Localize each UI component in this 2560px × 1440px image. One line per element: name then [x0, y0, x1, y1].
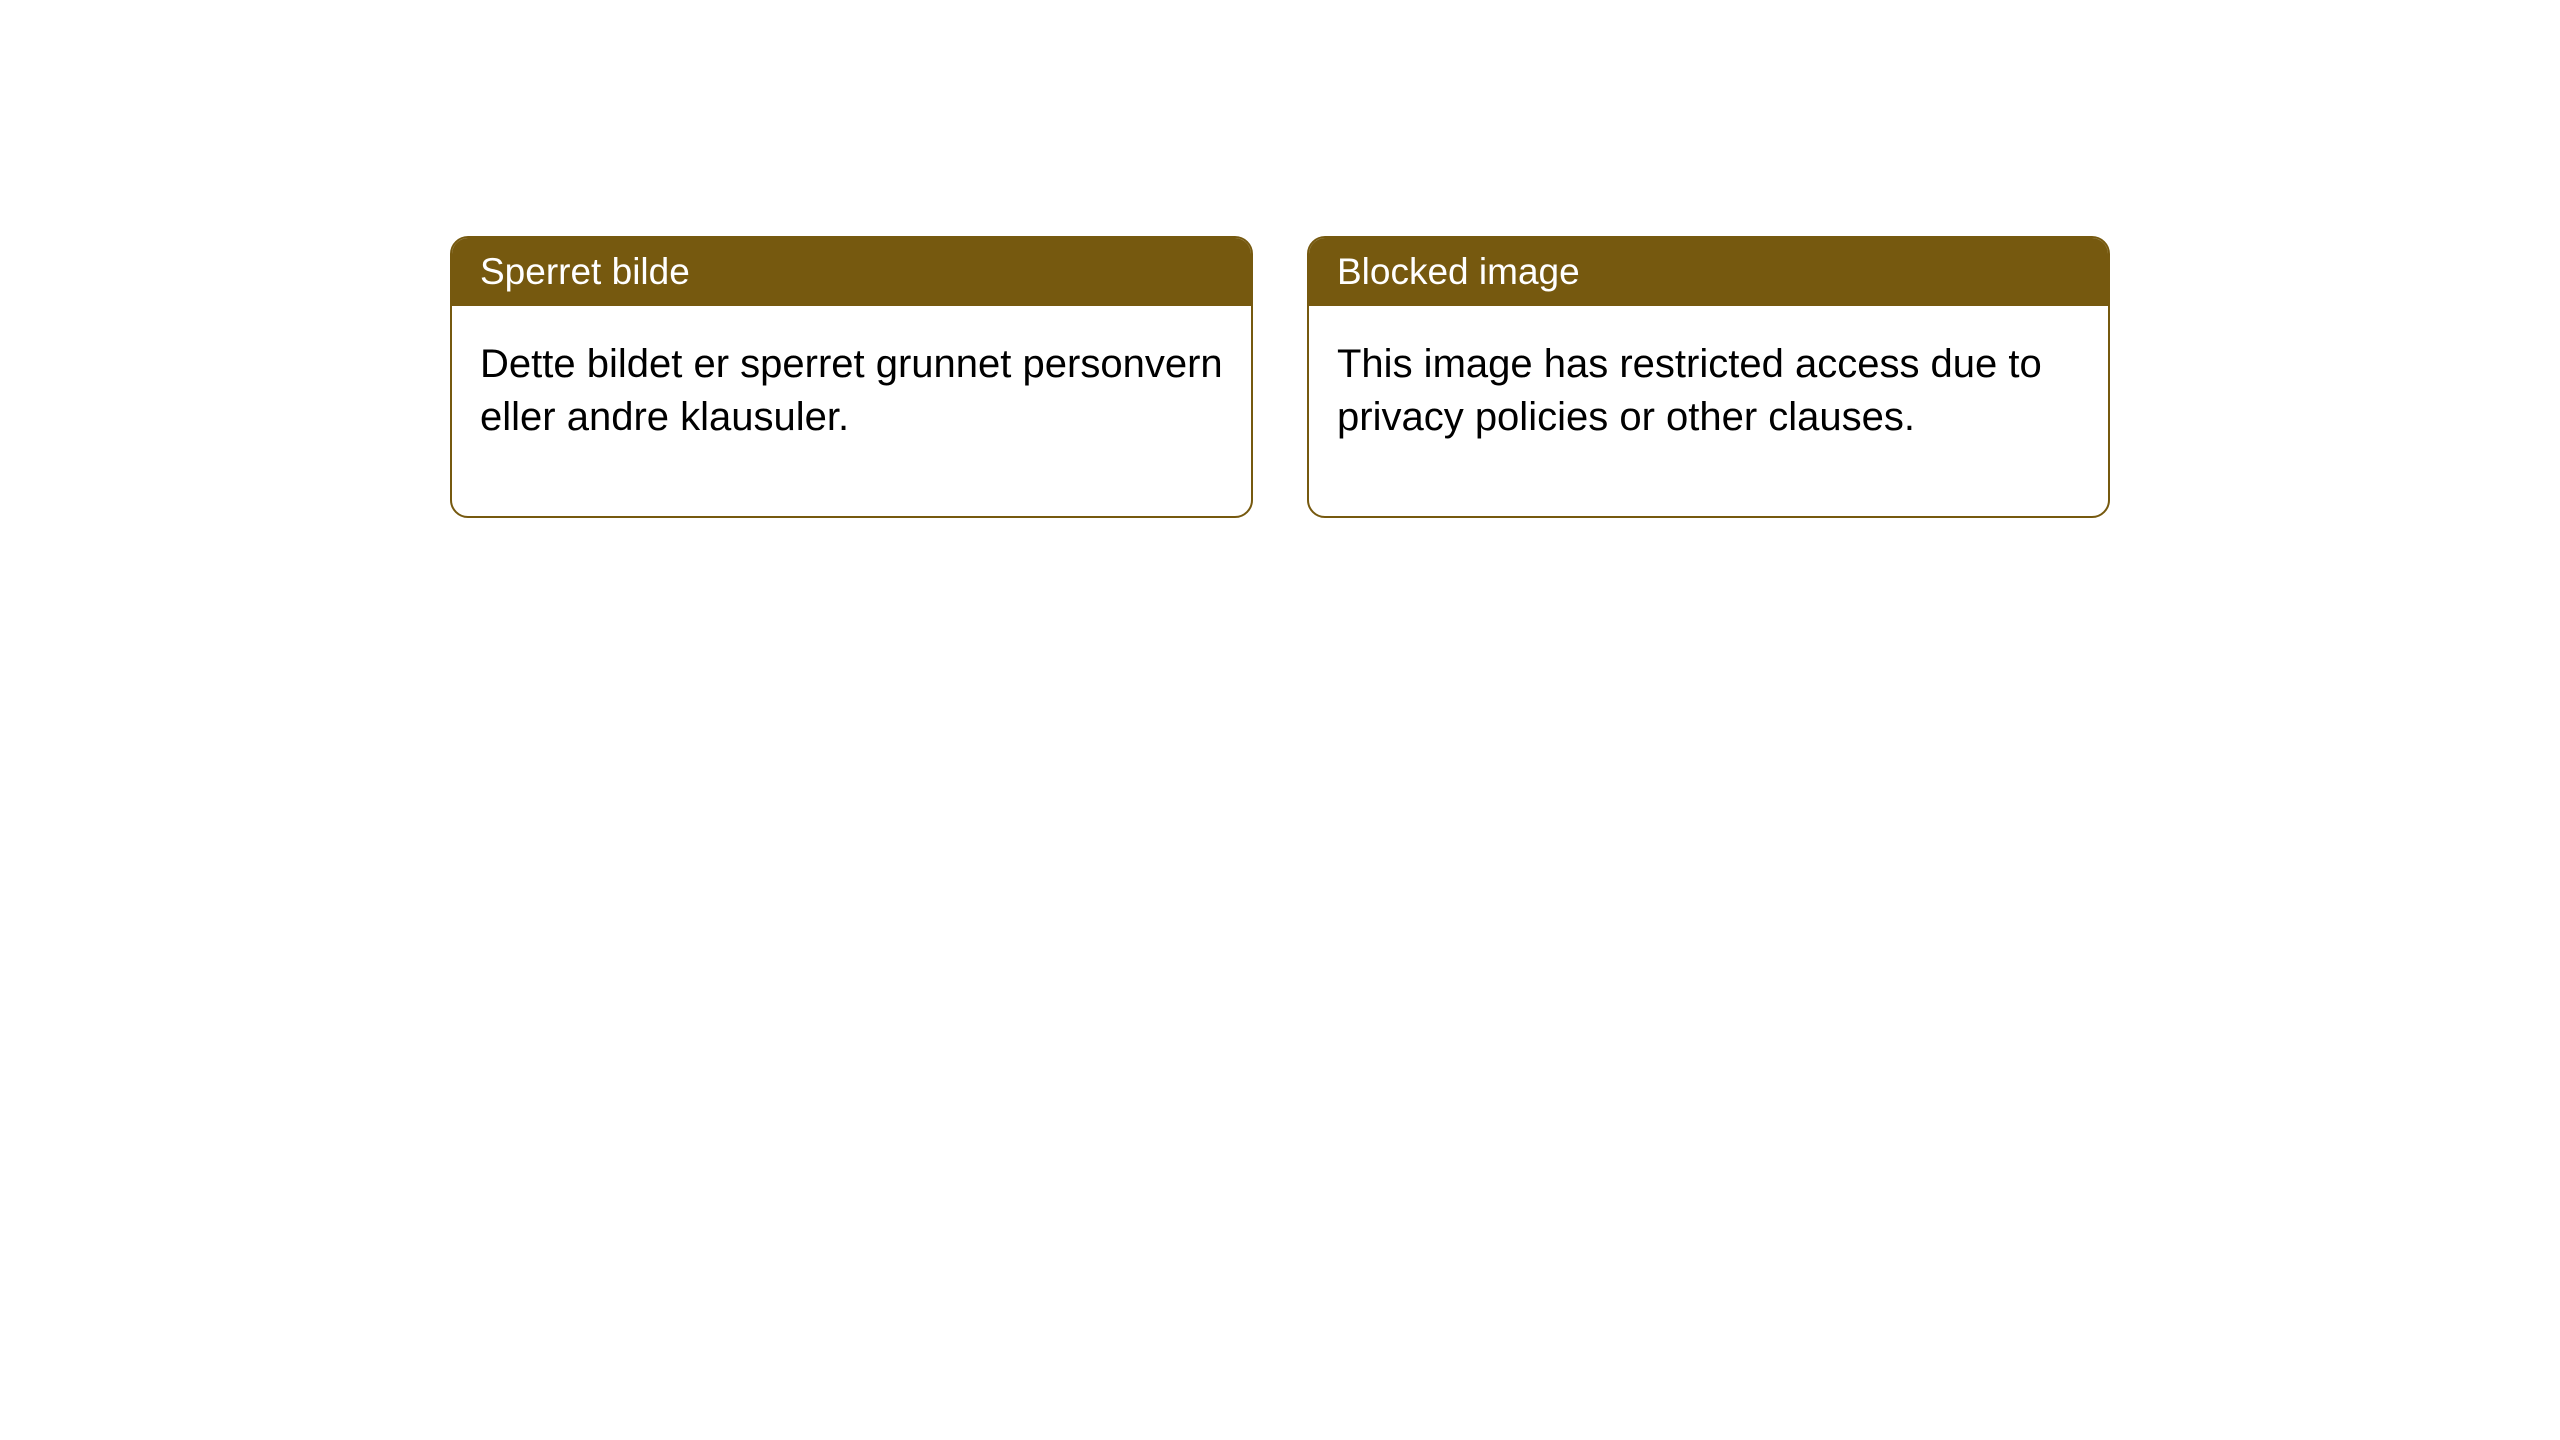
notice-body-english: This image has restricted access due to …	[1309, 306, 2108, 516]
notice-box-english: Blocked image This image has restricted …	[1307, 236, 2110, 518]
notice-header-english: Blocked image	[1309, 238, 2108, 306]
notice-box-norwegian: Sperret bilde Dette bildet er sperret gr…	[450, 236, 1253, 518]
notice-container: Sperret bilde Dette bildet er sperret gr…	[0, 0, 2560, 518]
notice-header-norwegian: Sperret bilde	[452, 238, 1251, 306]
notice-body-norwegian: Dette bildet er sperret grunnet personve…	[452, 306, 1251, 516]
